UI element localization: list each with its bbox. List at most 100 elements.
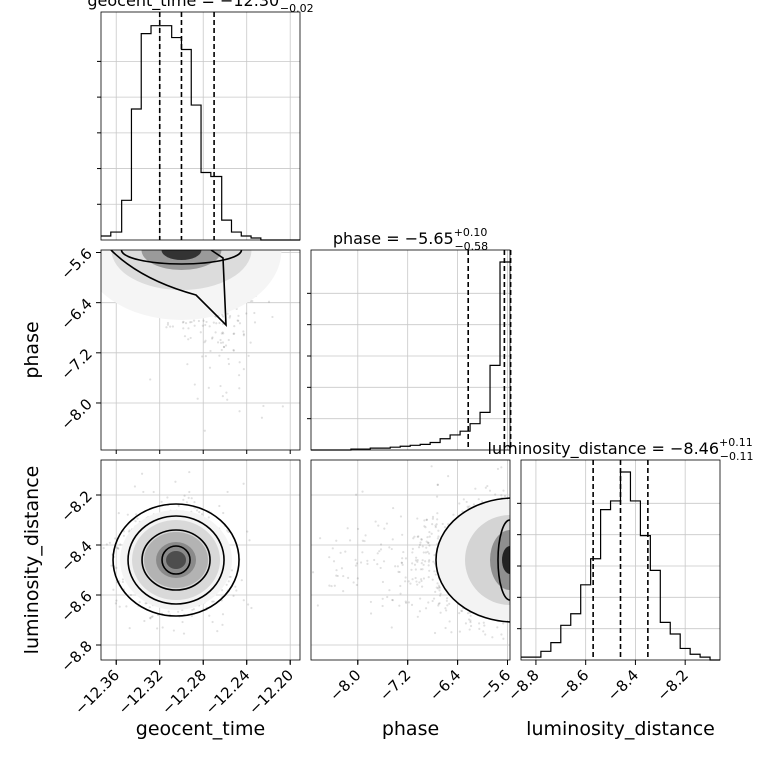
scatter-point [190, 320, 193, 324]
scatter-point [438, 594, 442, 597]
scatter-point [420, 562, 423, 565]
scatter-point [391, 538, 394, 541]
scatter-point [437, 529, 440, 532]
contour-line [112, 503, 240, 617]
scatter-point [488, 489, 492, 492]
scatter-point [166, 496, 169, 499]
scatter-point [335, 539, 338, 542]
x-axis-label-luminosity_distance: luminosity_distance [526, 718, 715, 740]
scatter-point [435, 495, 439, 498]
scatter-point [319, 537, 322, 540]
scatter-point [435, 586, 438, 589]
scatter-point [216, 341, 220, 344]
scatter-point [465, 500, 468, 504]
scatter-point [126, 513, 129, 516]
scatter-point [450, 631, 453, 634]
scatter-point [445, 599, 448, 602]
scatter-point [136, 517, 139, 520]
scatter-point [122, 530, 126, 533]
scatter-point [227, 580, 230, 583]
x-tick-label: −7.2 [376, 666, 414, 704]
scatter-point [348, 539, 352, 542]
scatter-point [193, 500, 196, 504]
title-name: phase = −5.65 [333, 229, 454, 248]
scatter-point [414, 576, 417, 580]
scatter-point [149, 378, 152, 381]
x-tick-label: −12.20 [245, 666, 297, 718]
title-plus: +0.11 [719, 436, 753, 449]
scatter-point [189, 336, 192, 340]
scatter-point [496, 626, 499, 629]
x-tick-label: −8.0 [326, 666, 364, 704]
scatter-point [407, 580, 410, 583]
scatter-point [229, 575, 232, 579]
scatter-point [221, 395, 224, 398]
scatter-point [184, 322, 188, 325]
scatter-point [482, 621, 485, 624]
panel-frame [520, 459, 721, 661]
scatter-point [391, 598, 394, 602]
scatter-point [431, 578, 434, 581]
scatter-point [374, 520, 377, 523]
scatter-point [477, 498, 480, 501]
scatter-point [271, 315, 274, 319]
scatter-point [215, 322, 218, 325]
scatter-point [468, 505, 471, 508]
scatter-point [424, 526, 427, 529]
scatter-point [469, 619, 472, 622]
scatter-point [188, 470, 191, 474]
scatter-point [201, 324, 204, 327]
scatter-point [420, 538, 423, 541]
scatter-point [438, 602, 441, 605]
scatter-point [487, 672, 489, 674]
scatter-point [381, 604, 384, 608]
scatter-point [198, 511, 201, 514]
scatter-point [192, 319, 196, 322]
scatter-point [381, 580, 385, 584]
scatter-point [421, 568, 424, 571]
y-tick-label: −7.2 [57, 345, 95, 383]
scatter-point [441, 522, 444, 526]
x-tick-label: −8.2 [654, 666, 692, 704]
title-plus: +0.03 [279, 0, 313, 1]
scatter-point [332, 560, 336, 563]
scatter-point [102, 547, 105, 550]
scatter-point [242, 368, 245, 371]
scatter-point [215, 523, 217, 525]
scatter-point [152, 490, 155, 494]
scatter-point [494, 493, 497, 496]
scatter-point [404, 576, 407, 579]
scatter-point [414, 559, 418, 562]
scatter-point [117, 512, 120, 515]
panel-title-luminosity_distance: luminosity_distance = −8.46+0.11 −0.11 [488, 436, 754, 463]
scatter-point [356, 527, 360, 531]
scatter-point [112, 588, 115, 591]
scatter-point [434, 524, 437, 527]
scatter-point [212, 600, 215, 603]
scatter-point [221, 613, 225, 616]
scatter-point [242, 599, 245, 602]
scatter-point [424, 560, 427, 563]
scatter-point [418, 543, 422, 547]
scatter-point [416, 583, 419, 586]
scatter-point [436, 512, 439, 515]
scatter-point [316, 604, 319, 607]
scatter-point [480, 500, 484, 503]
scatter-point [445, 597, 449, 600]
scatter-point [432, 560, 435, 563]
scatter-point [227, 357, 230, 361]
scatter-point [394, 565, 397, 568]
scatter-point [399, 592, 402, 595]
scatter-point [218, 504, 221, 508]
scatter-point [390, 626, 393, 629]
contour-line [127, 515, 225, 605]
scatter-point [462, 498, 465, 501]
scatter-point [262, 404, 265, 408]
scatter-point [427, 560, 431, 563]
scatter-point [378, 550, 381, 553]
title-plus: +0.10 [454, 226, 488, 239]
scatter-point [116, 547, 120, 550]
scatter-point [330, 584, 333, 588]
scatter-point [466, 505, 469, 508]
scatter-point [448, 602, 451, 605]
